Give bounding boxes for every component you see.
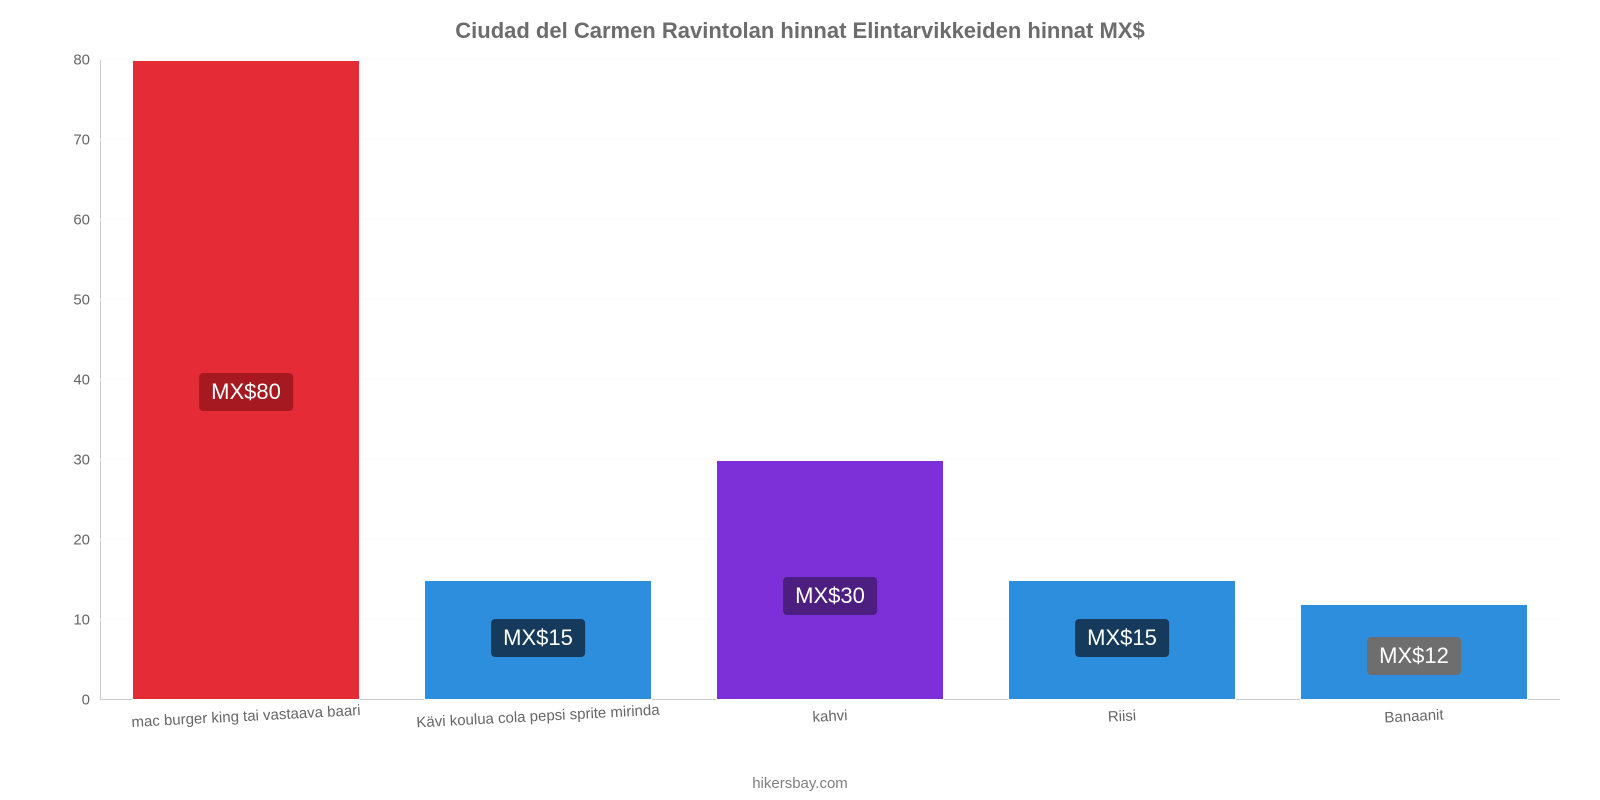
y-tick-label: 60 <box>73 212 100 229</box>
bar-value-label: MX$15 <box>491 619 585 657</box>
chart-container: Ciudad del Carmen Ravintolan hinnat Elin… <box>0 0 1600 800</box>
bar: MX$80 <box>132 60 360 700</box>
category-slot: kahvi <box>684 702 976 762</box>
y-tick-label: 10 <box>73 612 100 629</box>
y-tick-label: 0 <box>82 692 100 709</box>
plot-area: 01020304050607080 MX$80MX$15MX$30MX$15MX… <box>100 60 1560 700</box>
y-tick-label: 70 <box>73 132 100 149</box>
category-slot: Riisi <box>976 702 1268 762</box>
bar-slot: MX$15 <box>976 60 1268 700</box>
bar-value-label: MX$80 <box>199 373 293 411</box>
category-slot: Kävi koulua cola pepsi sprite mirinda <box>392 702 684 762</box>
category-label: Banaanit <box>1384 706 1444 726</box>
bar: MX$12 <box>1300 604 1528 700</box>
category-slot: Banaanit <box>1268 702 1560 762</box>
category-label: Riisi <box>1107 707 1136 725</box>
bar-value-label: MX$12 <box>1367 637 1461 675</box>
bar-value-label: MX$30 <box>783 577 877 615</box>
bars-group: MX$80 MX$15 MX$30 MX$15 MX$12 <box>100 60 1560 700</box>
bar-slot: MX$12 <box>1268 60 1560 700</box>
bar-value-label: MX$15 <box>1075 619 1169 657</box>
y-tick-label: 50 <box>73 292 100 309</box>
y-tick-label: 20 <box>73 532 100 549</box>
bar: MX$15 <box>424 580 652 700</box>
y-tick-label: 40 <box>73 372 100 389</box>
category-label: Kävi koulua cola pepsi sprite mirinda <box>416 702 660 732</box>
category-label: mac burger king tai vastaava baari <box>131 702 361 731</box>
y-tick-label: 30 <box>73 452 100 469</box>
y-tick-label: 80 <box>73 52 100 69</box>
credit-text: hikersbay.com <box>0 775 1600 792</box>
category-label: kahvi <box>812 707 848 726</box>
bar: MX$15 <box>1008 580 1236 700</box>
category-slot: mac burger king tai vastaava baari <box>100 702 392 762</box>
bar-slot: MX$80 <box>100 60 392 700</box>
bar-slot: MX$30 <box>684 60 976 700</box>
bar: MX$30 <box>716 460 944 700</box>
bar-slot: MX$15 <box>392 60 684 700</box>
chart-title: Ciudad del Carmen Ravintolan hinnat Elin… <box>0 18 1600 44</box>
category-labels: mac burger king tai vastaava baari Kävi k… <box>100 702 1560 762</box>
